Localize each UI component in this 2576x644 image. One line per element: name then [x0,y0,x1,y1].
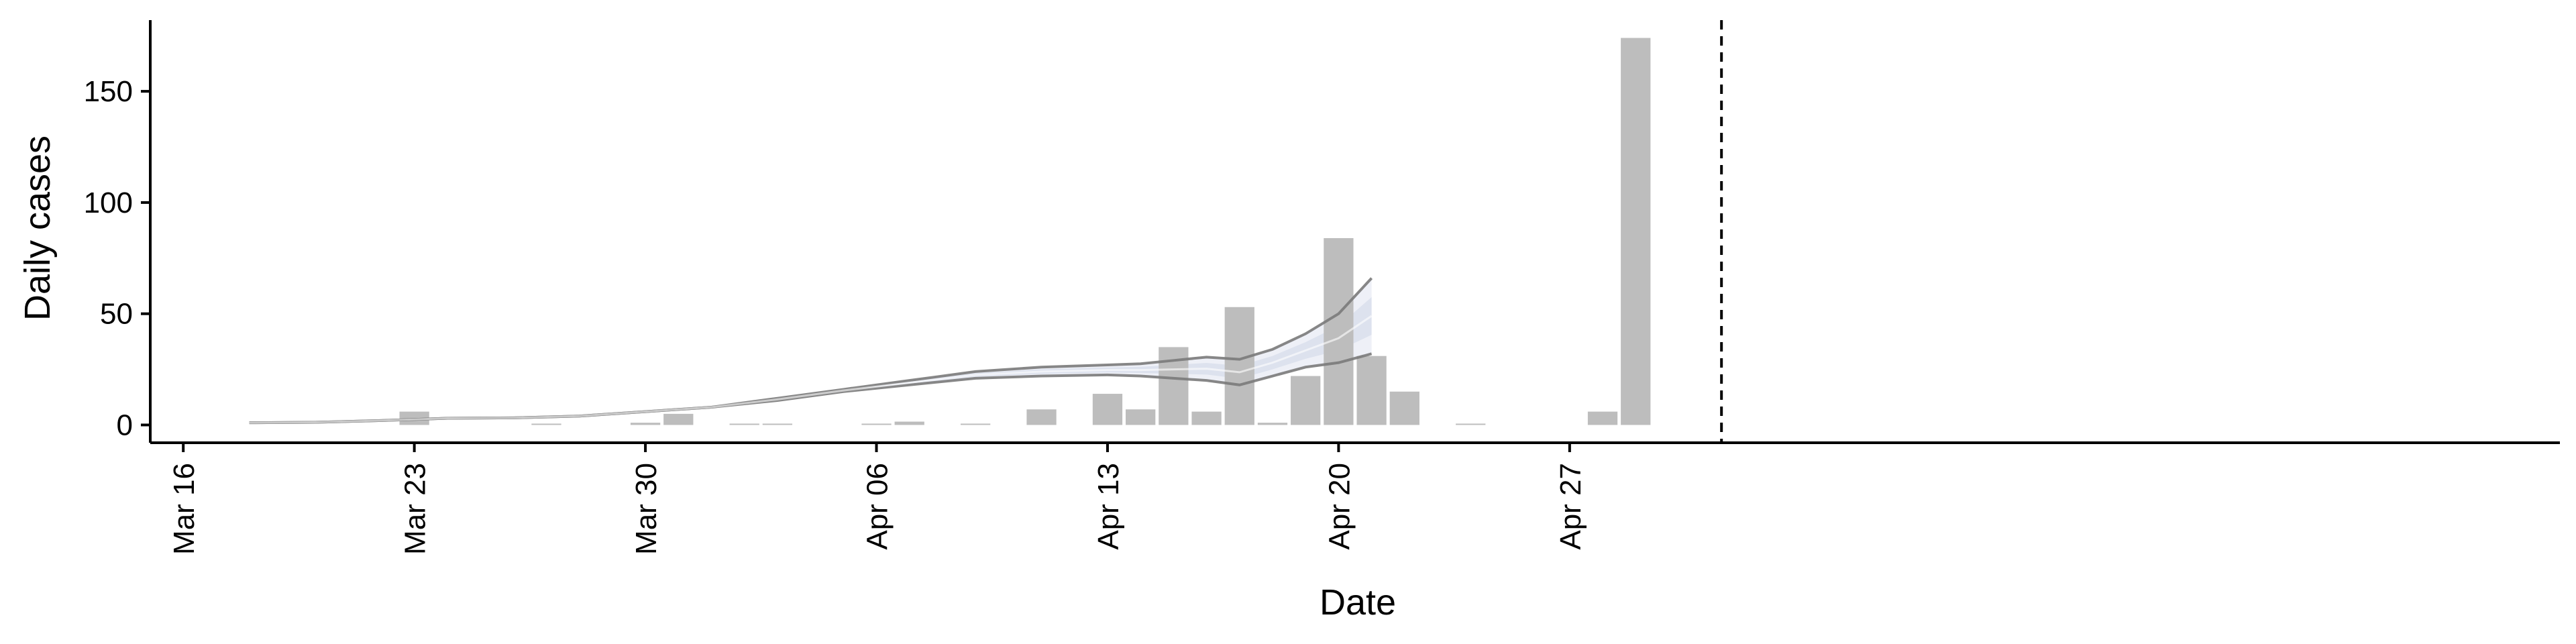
bar-day-43 [1587,411,1618,425]
bar-day-32 [1224,307,1254,425]
outer-ribbon [249,278,1372,423]
bar-day-14 [630,423,661,425]
bar-day-37 [1389,391,1419,425]
y-tick-label-50: 50 [100,298,133,331]
x-axis-title: Date [1320,582,1396,623]
x-tick-label-6: Apr 27 [1554,463,1587,550]
bar-day-17 [729,423,759,425]
bar-layer [399,38,1651,425]
center-line [249,315,1373,424]
ribbon-layer [249,278,1372,423]
bar-day-21 [861,423,892,425]
x-tick-label-1: Mar 23 [399,463,432,555]
bar-day-26 [1026,409,1057,425]
upper-line [249,277,1373,425]
bar-day-33 [1257,423,1288,425]
x-tick-label-5: Apr 20 [1323,463,1356,550]
y-tick-label-150: 150 [84,75,133,108]
x-tick-label-3: Apr 06 [861,463,894,550]
bar-day-22 [894,421,924,425]
bar-day-28 [1092,394,1123,425]
bar-day-18 [762,423,793,425]
y-axis-title: Daily cases [17,136,58,321]
bar-day-15 [663,413,694,425]
x-tick-label-2: Mar 30 [630,463,663,555]
y-tick-label-0: 0 [117,409,133,441]
bar-day-24 [960,423,991,425]
y-tick-label-100: 100 [84,186,133,219]
bar-day-11 [531,423,561,425]
x-tick-label-0: Mar 16 [168,463,201,555]
bar-day-44 [1621,38,1651,425]
bar-day-39 [1456,423,1486,425]
bar-day-36 [1356,356,1387,425]
x-tick-label-4: Apr 13 [1092,463,1125,550]
axes-layer: 0 50 100 150 Mar 16 Mar 23 Mar 30 Apr 06 Apr 13 A… [84,20,2560,555]
line-layer [249,277,1373,425]
bar-day-34 [1291,376,1321,425]
bar-day-29 [1126,409,1156,425]
bar-day-31 [1191,411,1222,425]
